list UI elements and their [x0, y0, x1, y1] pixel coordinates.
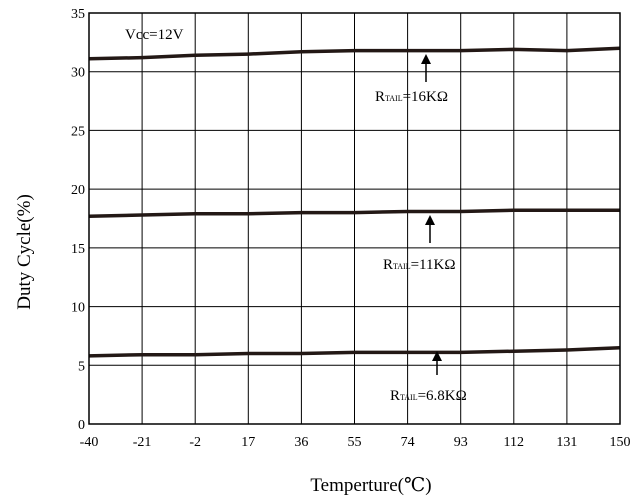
x-tick-label: 17 [241, 435, 255, 450]
annotation-arrow-head [432, 351, 442, 361]
x-tick-label: 55 [348, 435, 362, 450]
series-label-6-8k: RTAIL=6.8KΩ [390, 388, 467, 404]
series-line-2 [88, 208, 620, 218]
x-tick-label: 112 [504, 435, 524, 450]
series-label-16k: RTAIL=16KΩ [375, 89, 448, 105]
x-tick-label: 150 [610, 435, 631, 450]
series-line-3 [88, 345, 621, 358]
condition-label: Vcc=12V [125, 27, 184, 43]
y-tick-label: 15 [71, 242, 85, 257]
x-tick-label: -40 [80, 435, 99, 450]
series-line-1 [88, 46, 621, 61]
y-tick-label: 35 [71, 7, 85, 22]
x-tick-label: 36 [294, 435, 308, 450]
x-axis-title: Temperture(℃) [310, 475, 431, 496]
y-tick-label: 30 [71, 66, 85, 81]
x-tick-label: -21 [133, 435, 152, 450]
y-tick-label: 0 [78, 418, 85, 433]
annotation-arrow-head [425, 215, 435, 225]
x-tick-label: 131 [556, 435, 577, 450]
x-tick-label: 74 [401, 435, 415, 450]
plot-frame [88, 12, 621, 425]
y-tick-label: 20 [71, 183, 85, 198]
series-label-11k: RTAIL=11KΩ [383, 257, 455, 273]
x-tick-label: -2 [189, 435, 201, 450]
annotation-arrow-head [421, 54, 431, 64]
tick-labels: -40 -21 -2 17 36 55 74 93 112 131 150 0 5 10 15 20 25 30 3… [71, 7, 631, 450]
y-axis-title: Duty Cycle(%) [14, 194, 35, 310]
y-tick-label: 10 [71, 301, 85, 316]
series-label-group-16k: RTAIL=16KΩ [375, 54, 448, 105]
series-label-group-6-8k: RTAIL=6.8KΩ [390, 351, 467, 404]
data-series [88, 46, 621, 358]
y-tick-label: 5 [78, 359, 85, 374]
x-tick-label: 93 [454, 435, 468, 450]
series-label-group-11k: RTAIL=11KΩ [383, 215, 455, 273]
y-tick-label: 25 [71, 124, 85, 139]
grid-lines [89, 13, 620, 424]
